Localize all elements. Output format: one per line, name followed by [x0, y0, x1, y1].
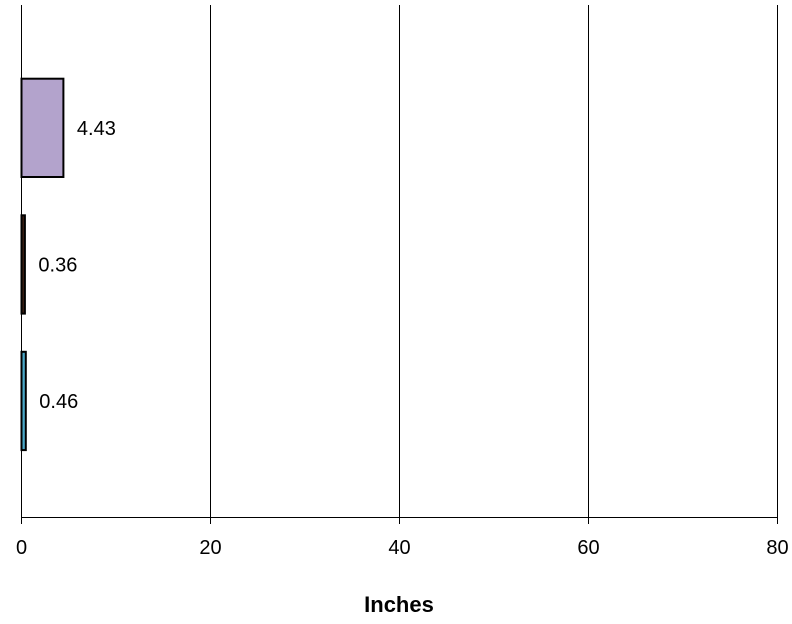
- x-tick-label: 60: [577, 537, 599, 559]
- bar-value-label: 0.36: [38, 254, 77, 276]
- x-tick-label: 20: [199, 537, 221, 559]
- x-tick-label: 40: [388, 537, 410, 559]
- bar-value-label: 4.43: [77, 118, 116, 140]
- bar: [22, 352, 26, 450]
- x-axis-ticks: 0 20 40 60 80: [16, 517, 789, 559]
- bar: [22, 215, 25, 313]
- x-tick-label: 0: [16, 537, 27, 559]
- x-tick-label: 80: [766, 537, 788, 559]
- bar-value-label: 0.46: [39, 391, 78, 413]
- gridlines: [211, 5, 778, 517]
- bar: [22, 79, 64, 177]
- x-axis-title: Inches: [364, 592, 434, 617]
